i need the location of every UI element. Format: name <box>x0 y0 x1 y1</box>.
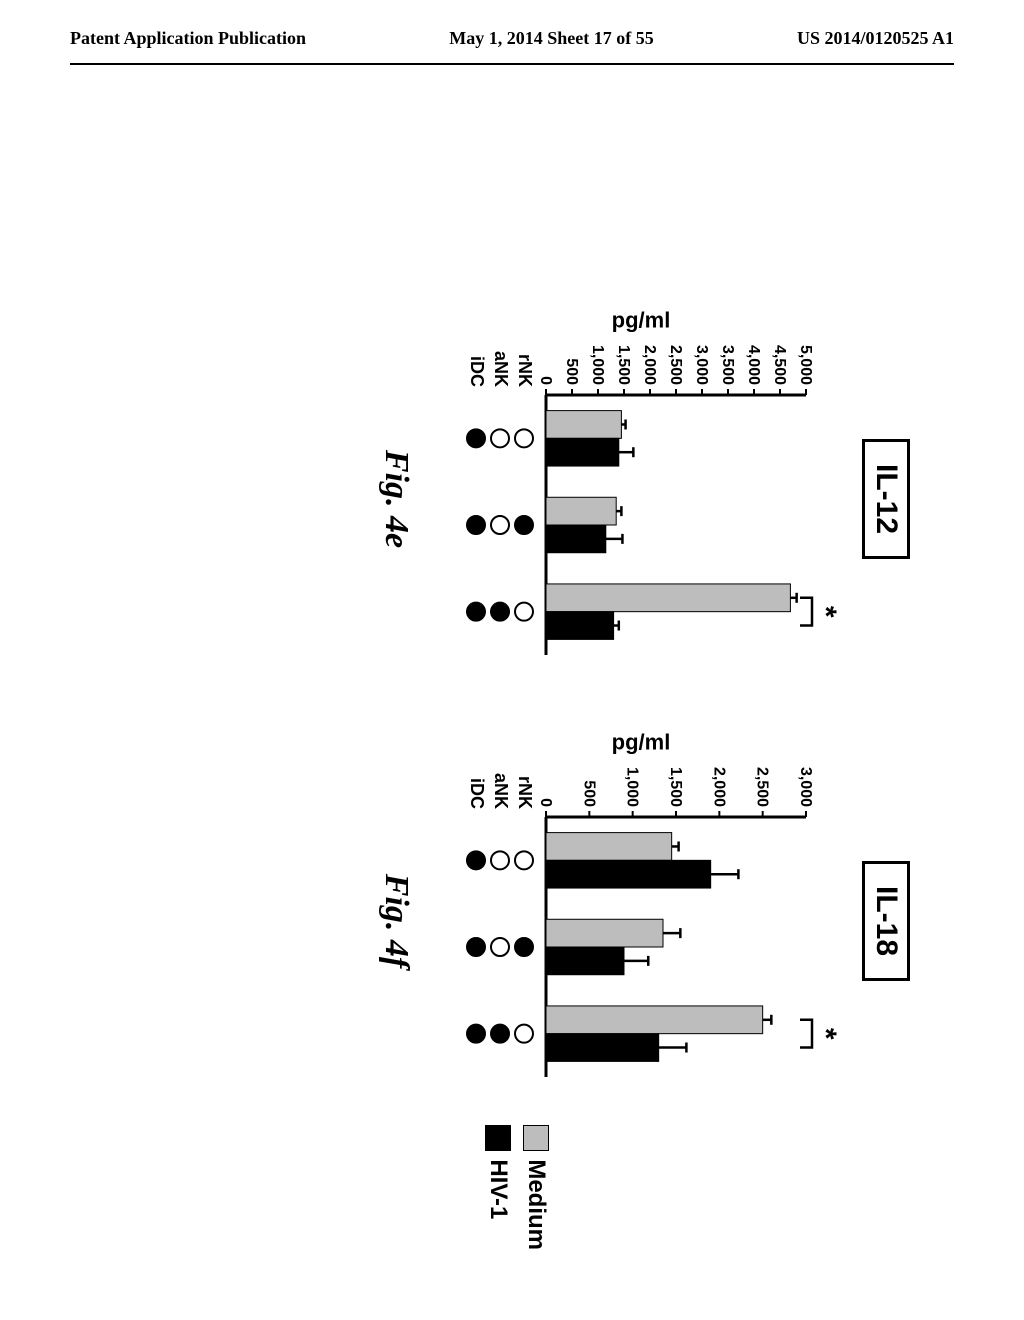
header-rule <box>70 63 954 65</box>
y-axis-label: pg/ml <box>612 307 671 333</box>
svg-text:500: 500 <box>580 780 597 807</box>
legend-swatch <box>485 1125 511 1151</box>
chart-svg: 0 500 1,000 1,500 2,000 2,500 3,000 3,500 4,000 4… <box>446 333 842 665</box>
chart-svg-wrap: 0 500 1,000 1,500 2,000 2,500 3,000 3,500 4,000 4… <box>441 333 842 665</box>
svg-text:aNK: aNK <box>491 773 511 809</box>
header-center: May 1, 2014 Sheet 17 of 55 <box>449 28 653 49</box>
svg-text:1,000: 1,000 <box>589 345 606 385</box>
chart-block: IL-12 0 500 1,000 1,500 2,000 2,500 3,000 3,500 4… <box>377 333 910 665</box>
svg-text:1,500: 1,500 <box>615 345 632 385</box>
figure-caption: Fig. 4e <box>377 450 415 548</box>
svg-text:aNK: aNK <box>491 351 511 387</box>
chart-block: IL-18 0 500 1,000 1,500 2,000 2,500 3,000 * rNKaN… <box>377 755 910 1087</box>
charts-row: IL-12 0 500 1,000 1,500 2,000 2,500 3,000 3,500 4… <box>377 210 910 1210</box>
legend-item: HIV-1 <box>484 1125 512 1250</box>
svg-text:1,500: 1,500 <box>667 767 684 807</box>
figure-area: IL-12 0 500 1,000 1,500 2,000 2,500 3,000 3,500 4… <box>60 130 964 1190</box>
page-header: Patent Application Publication May 1, 20… <box>0 0 1024 59</box>
header-left: Patent Application Publication <box>70 28 306 49</box>
chart-svg-wrap: 05001,0001,5002,0002,5003,000*rNKaNKiDCp… <box>441 755 842 1087</box>
header-right: US 2014/0120525 A1 <box>797 28 954 49</box>
svg-text:3,500: 3,500 <box>719 345 736 385</box>
svg-text:2,000: 2,000 <box>710 767 727 807</box>
rotated-panel: IL-12 0 500 1,000 1,500 2,000 2,500 3,000 3,500 4… <box>110 210 910 1210</box>
legend: Medium HIV-1 <box>484 1125 550 1250</box>
chart-title: IL-18 <box>862 861 910 981</box>
chart-svg: 0 500 1,000 1,500 2,000 2,500 3,000 * rNKaNKiDC <box>446 755 842 1087</box>
svg-text:0: 0 <box>537 798 554 807</box>
legend-swatch <box>523 1125 549 1151</box>
svg-text:iDC: iDC <box>467 356 487 387</box>
svg-text:iDC: iDC <box>467 778 487 809</box>
svg-text:rNK: rNK <box>515 776 535 809</box>
svg-text:*: * <box>809 606 842 618</box>
svg-text:2,000: 2,000 <box>641 345 658 385</box>
svg-text:2,500: 2,500 <box>667 345 684 385</box>
y-axis-label: pg/ml <box>612 729 671 755</box>
svg-text:*: * <box>809 1028 842 1040</box>
figure-caption: Fig. 4f <box>377 874 415 968</box>
svg-text:500: 500 <box>563 358 580 385</box>
svg-text:4,500: 4,500 <box>771 345 788 385</box>
legend-item: Medium <box>522 1125 550 1250</box>
svg-text:0: 0 <box>537 376 554 385</box>
chart-title: IL-12 <box>862 439 910 559</box>
svg-text:rNK: rNK <box>515 354 535 387</box>
legend-label: Medium <box>522 1159 550 1250</box>
svg-text:5,000: 5,000 <box>797 345 814 385</box>
svg-text:4,000: 4,000 <box>745 345 762 385</box>
svg-text:2,500: 2,500 <box>754 767 771 807</box>
svg-text:3,000: 3,000 <box>693 345 710 385</box>
legend-label: HIV-1 <box>484 1159 512 1219</box>
svg-text:3,000: 3,000 <box>797 767 814 807</box>
svg-text:1,000: 1,000 <box>624 767 641 807</box>
